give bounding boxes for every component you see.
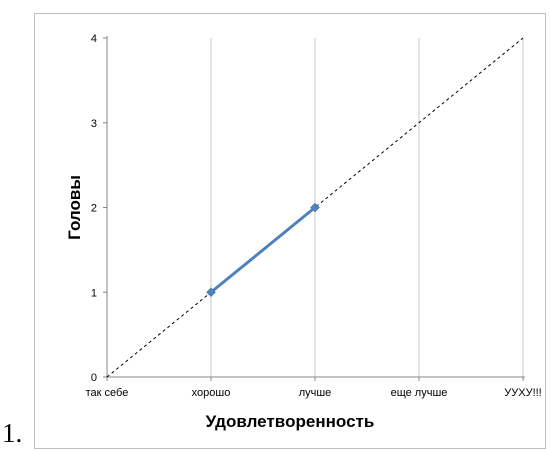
x-tick-label: так себе <box>86 387 129 399</box>
data-point-marker <box>310 202 320 213</box>
series-group <box>206 202 320 298</box>
x-tick-label: лучше <box>299 387 332 399</box>
y-ticks: 0 1 2 3 4 <box>91 33 107 384</box>
x-tick-label: еще лучше <box>391 387 448 399</box>
series-line <box>210 206 316 294</box>
x-tick-label: хорошо <box>192 387 231 399</box>
list-number: 1. <box>2 418 23 448</box>
x-axis-title: Удовлетвoренность <box>206 412 375 431</box>
y-tick-label: 0 <box>91 372 97 384</box>
x-ticks: так себе хорошо лучше еще лучше УУХУ!!! <box>86 377 542 399</box>
y-tick-label: 4 <box>91 33 97 45</box>
data-point-marker <box>206 287 216 298</box>
gridlines <box>210 38 524 377</box>
y-tick-label: 1 <box>91 287 97 299</box>
chart-frame <box>34 13 546 449</box>
y-tick-label: 2 <box>91 203 97 215</box>
y-tick-label: 3 <box>91 118 97 130</box>
x-tick-label: УУХУ!!! <box>504 387 541 399</box>
y-axis-title: Головы <box>65 175 84 240</box>
